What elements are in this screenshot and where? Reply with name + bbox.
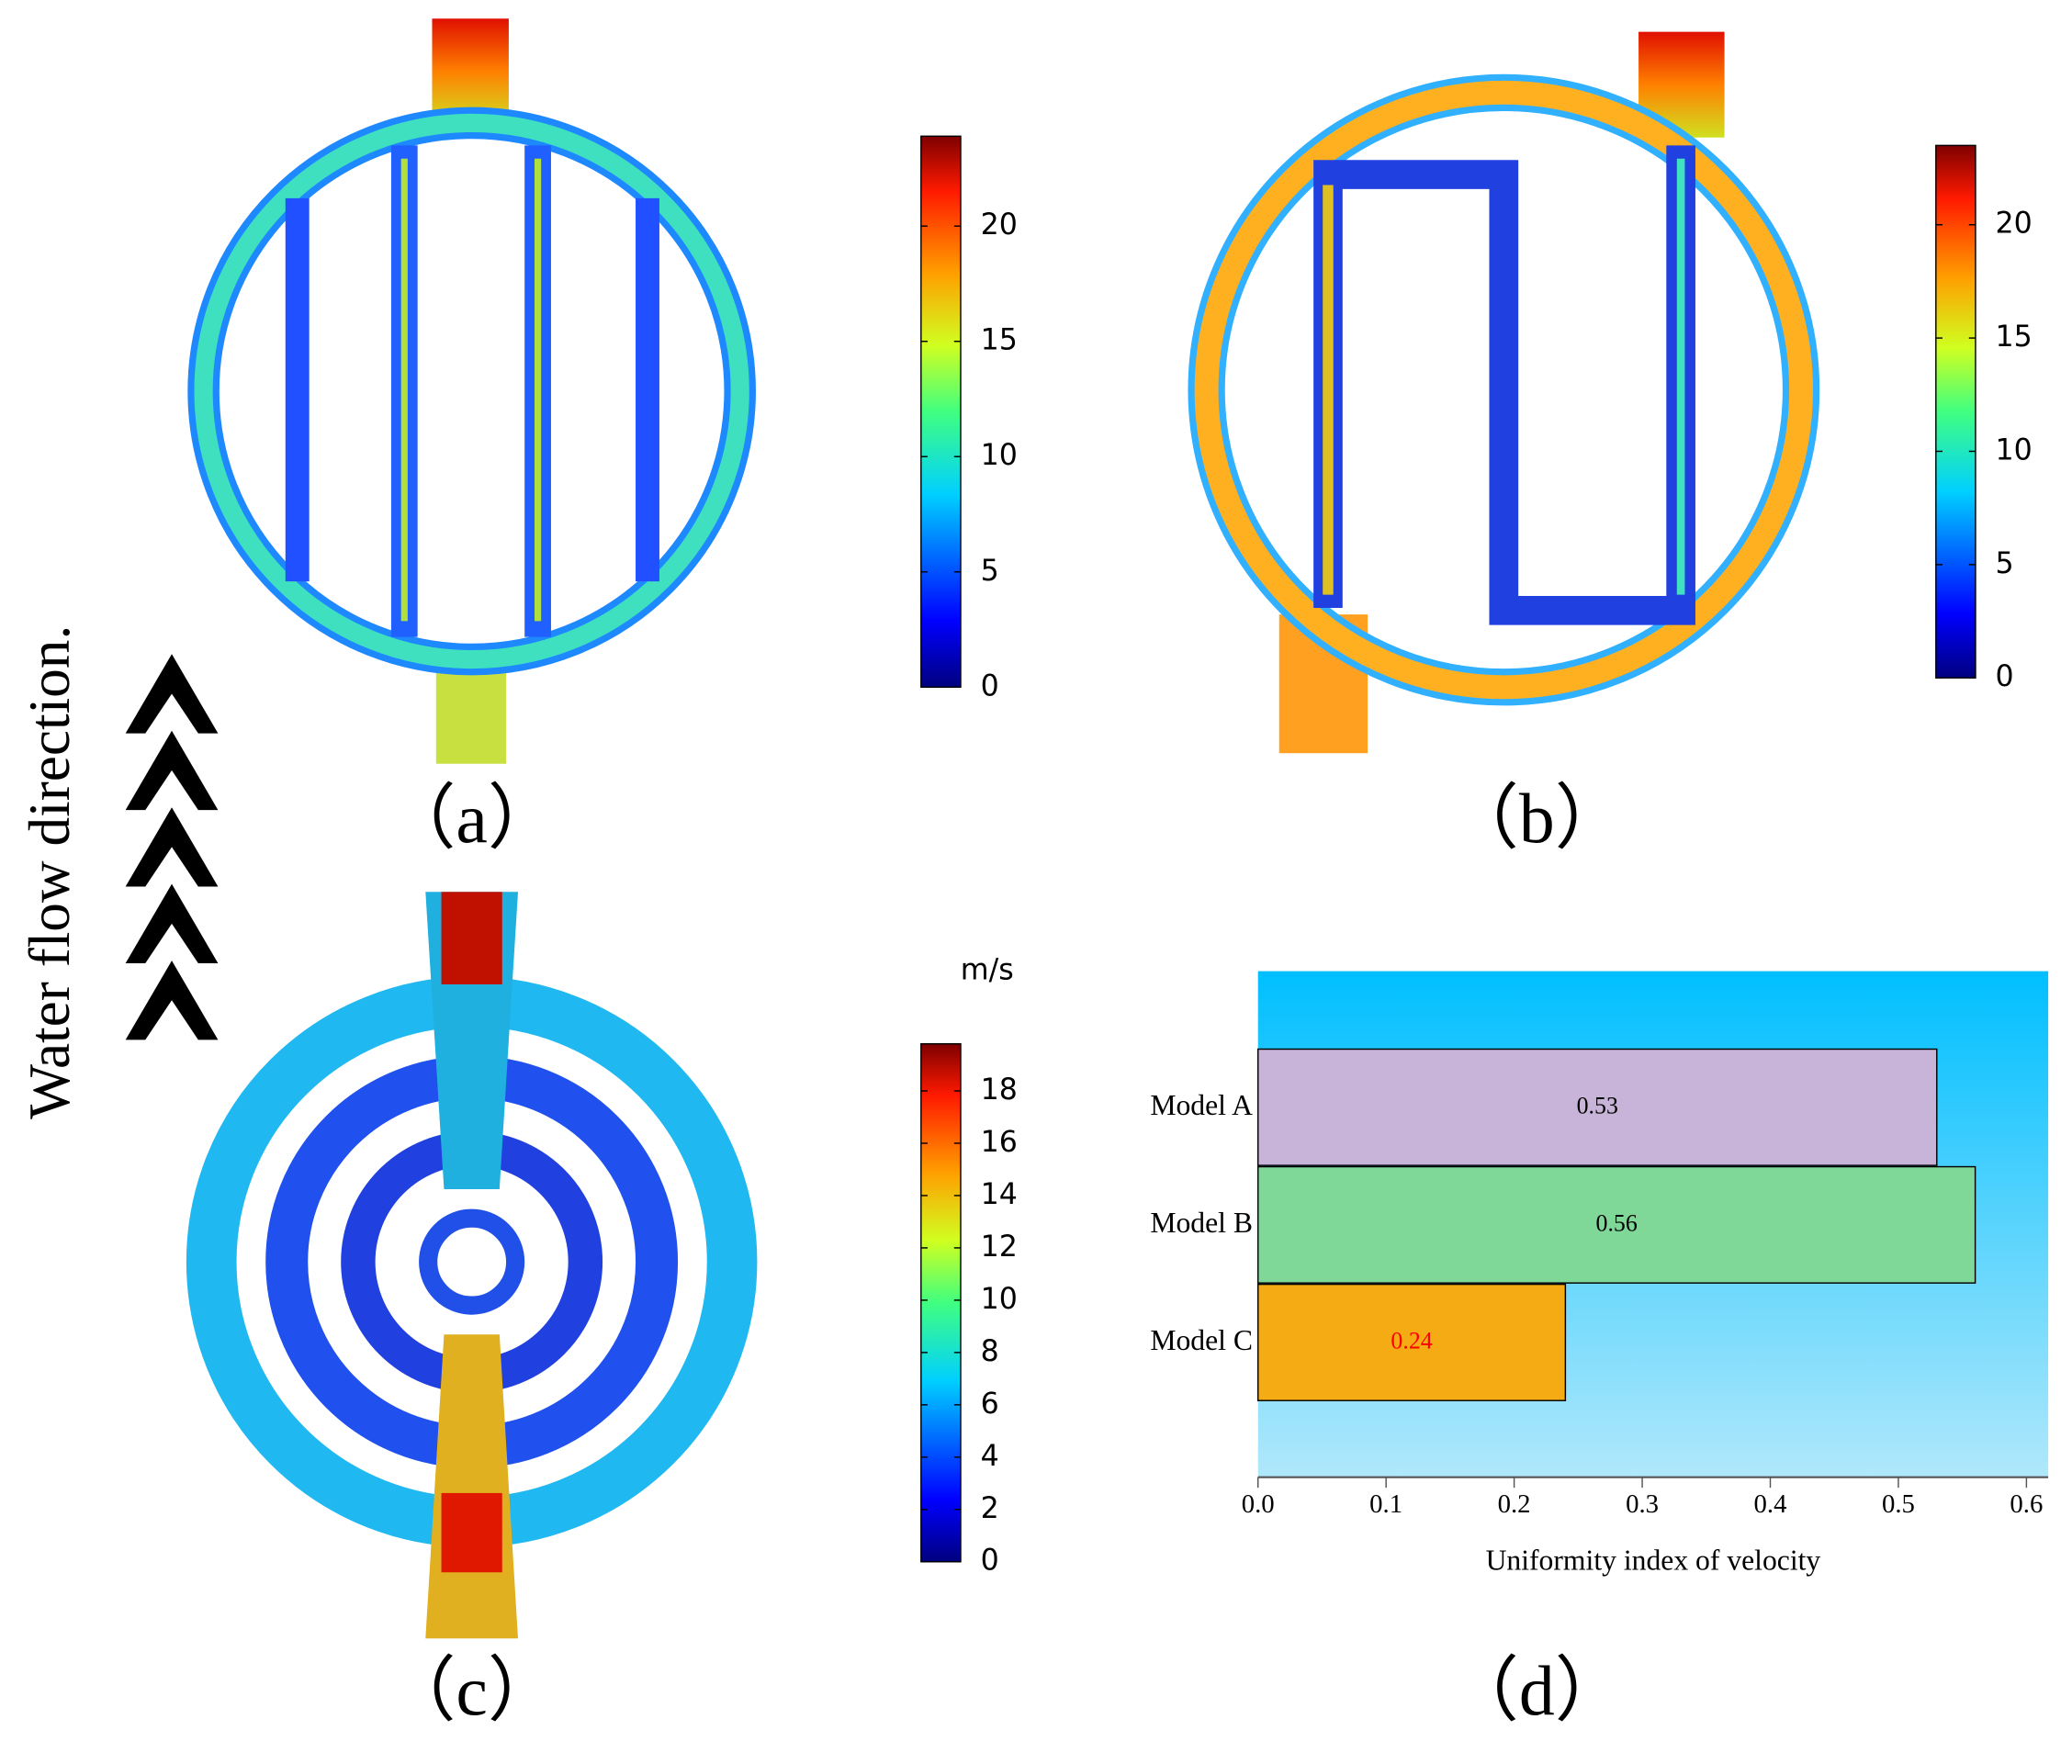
flow-arrows <box>125 654 219 1040</box>
x-tick-label: 0.1 <box>1369 1489 1402 1519</box>
tick-label: 20 <box>981 208 1018 242</box>
tick-label: 18 <box>981 1073 1018 1107</box>
tick-label: 0 <box>1996 660 2014 693</box>
annotation: Water flow direction. <box>17 625 82 1119</box>
x-axis-label: Uniformity index of velocity <box>1486 1544 1821 1576</box>
x-tick-label: 0.4 <box>1754 1489 1787 1519</box>
tick-label: 2 <box>981 1492 999 1525</box>
tick-label: 10 <box>981 1283 1018 1316</box>
contour-b <box>1188 31 1820 754</box>
tick-label: 20 <box>1996 208 2033 241</box>
panel-label: （a） <box>385 779 559 858</box>
tick-label: 6 <box>981 1388 999 1421</box>
value-label: 0.56 <box>1596 1210 1638 1237</box>
tick-label: 5 <box>1996 547 2014 580</box>
tick-label: 16 <box>981 1126 1018 1159</box>
x-tick-label: 0.5 <box>1882 1489 1915 1519</box>
colorbar <box>920 135 962 688</box>
tick-label: 0 <box>981 1545 999 1578</box>
panel-label: （c） <box>385 1651 559 1730</box>
value-label: 0.53 <box>1577 1092 1618 1118</box>
tick-label: 12 <box>981 1230 1018 1264</box>
tick-label: 4 <box>981 1440 999 1473</box>
colorbar <box>920 1043 962 1563</box>
tick-label: 15 <box>981 324 1018 357</box>
panel-label: （d） <box>1447 1651 1626 1730</box>
contour-a <box>187 18 756 764</box>
value-label: 0.24 <box>1391 1328 1432 1354</box>
category-label: Model C <box>1150 1324 1253 1356</box>
x-tick-label: 0.6 <box>2010 1489 2043 1519</box>
category-label: Model B <box>1150 1207 1253 1239</box>
tick-label: 15 <box>1996 320 2033 354</box>
contour-c <box>186 892 758 1639</box>
bar <box>1256 1048 1938 1166</box>
tick-label: 0 <box>981 669 999 702</box>
x-tick-label: 0.3 <box>1626 1489 1659 1519</box>
bar <box>1256 1165 1976 1284</box>
panel-label: （b） <box>1447 779 1626 858</box>
tick-label: 5 <box>981 555 999 588</box>
tick-label: 10 <box>981 439 1018 472</box>
tick-label: 14 <box>981 1178 1018 1211</box>
x-tick-label: 0.2 <box>1498 1489 1531 1519</box>
category-label: Model A <box>1150 1089 1253 1121</box>
bar <box>1256 1283 1567 1401</box>
tick-label: 8 <box>981 1335 999 1368</box>
x-tick-label: 0.0 <box>1242 1489 1275 1519</box>
colorbar <box>1935 144 1976 679</box>
tick-label: 10 <box>1996 433 2033 466</box>
unit-label: m/s <box>961 954 1014 987</box>
